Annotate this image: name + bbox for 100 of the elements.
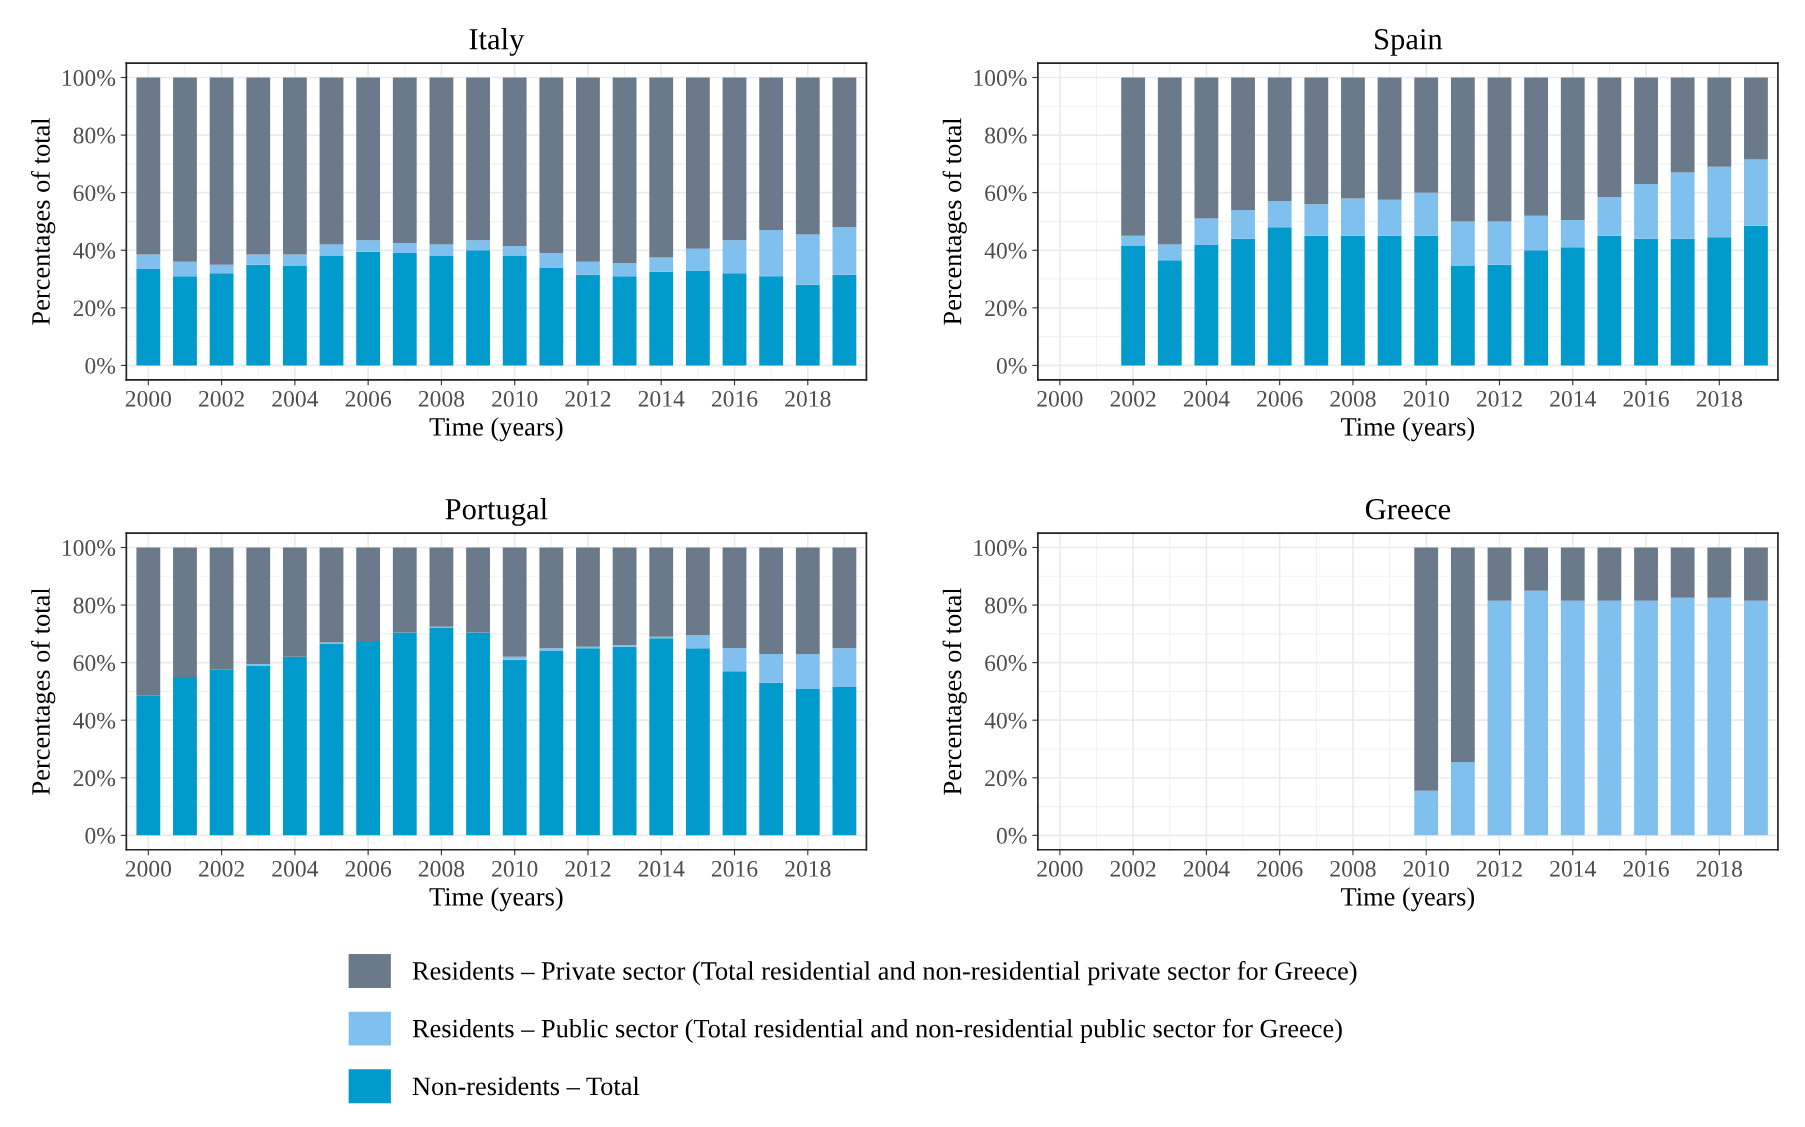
y-tick-label: 0% — [996, 357, 1027, 374]
x-tick-label: 2002 — [199, 860, 244, 877]
y-tick-label: 60% — [73, 185, 116, 202]
bar — [576, 274, 600, 366]
bar — [282, 656, 307, 836]
bar — [1634, 77, 1658, 185]
bar — [356, 77, 381, 241]
bar — [282, 547, 307, 657]
bar — [466, 77, 490, 241]
bar — [1341, 198, 1365, 236]
x-tick-label: 2004 — [1183, 390, 1230, 407]
bar — [1450, 761, 1475, 836]
bar — [759, 276, 784, 366]
bar — [1487, 221, 1512, 265]
bar — [1121, 235, 1146, 246]
x-tick-label: 2008 — [418, 860, 465, 877]
bar — [1707, 166, 1732, 238]
y-tick-label: 80% — [985, 597, 1027, 614]
chart-title: Italy — [469, 28, 525, 56]
bar — [832, 687, 857, 836]
bar — [722, 547, 747, 649]
y-axis-title: Percentages of total — [942, 117, 967, 325]
legend-label: Non-residents – Total — [412, 1076, 640, 1096]
bar — [685, 635, 710, 649]
bar — [392, 632, 417, 836]
bar — [612, 646, 637, 836]
x-tick-label: 2012 — [565, 390, 611, 407]
x-tick-label: 2012 — [565, 860, 611, 877]
bar — [795, 284, 820, 366]
bar — [1121, 245, 1146, 366]
x-tick-label: 2016 — [711, 860, 758, 877]
y-tick-label: 80% — [73, 127, 116, 144]
bar — [1524, 590, 1549, 836]
bar — [1341, 235, 1365, 366]
y-tick-label: 60% — [985, 185, 1027, 202]
bar — [612, 263, 637, 277]
bar — [466, 240, 490, 251]
y-tick-label: 20% — [985, 300, 1027, 317]
y-tick-label: 40% — [984, 712, 1027, 729]
bar — [649, 271, 674, 366]
x-tick-label: 2010 — [492, 860, 538, 877]
bar — [612, 77, 637, 264]
bar — [539, 648, 564, 652]
y-tick-label: 20% — [73, 300, 116, 317]
bar — [319, 77, 344, 245]
bar — [282, 254, 307, 267]
bar — [795, 547, 820, 654]
bar — [1304, 77, 1329, 205]
x-axis-title: Time (years) — [429, 887, 563, 912]
bar — [173, 276, 197, 366]
x-tick-label: 2000 — [125, 390, 172, 407]
bar — [649, 638, 674, 836]
bar — [722, 77, 747, 241]
bar — [1524, 547, 1549, 591]
bar — [1487, 547, 1512, 601]
bar — [832, 227, 857, 275]
x-tick-label: 2010 — [492, 390, 538, 407]
bar — [795, 234, 820, 285]
bar — [576, 648, 600, 836]
x-tick-label: 2000 — [1037, 390, 1083, 407]
bar — [1634, 600, 1658, 836]
bar — [173, 677, 197, 836]
x-tick-label: 2000 — [125, 860, 172, 877]
y-tick-label: 80% — [73, 597, 116, 614]
bar — [832, 77, 857, 228]
bar — [1524, 77, 1549, 216]
bar — [1267, 77, 1292, 202]
bar — [1194, 218, 1219, 245]
bar — [649, 257, 674, 272]
bar — [1634, 184, 1658, 239]
bar — [539, 651, 564, 836]
bar — [759, 230, 784, 277]
y-tick-label: 100% — [62, 70, 116, 87]
y-tick-label: 100% — [974, 539, 1027, 556]
bar — [209, 273, 234, 366]
bar — [1450, 266, 1475, 366]
bar — [1157, 260, 1182, 366]
legend-label: Residents – Public sector (Total residential and non-residential public sector for Greece) — [412, 1018, 1342, 1043]
bar — [173, 547, 197, 678]
x-tick-label: 2008 — [418, 390, 465, 407]
bar — [466, 547, 490, 633]
bar — [759, 77, 784, 231]
bar — [392, 547, 417, 633]
legend-label: Residents – Private sector (Total residential and non-residential private sector for Greece) — [412, 961, 1357, 986]
bar — [356, 641, 381, 836]
bar — [685, 77, 710, 249]
y-tick-label: 0% — [85, 357, 116, 374]
bar — [502, 656, 527, 660]
y-axis-title: Percentages of total — [31, 587, 56, 795]
x-tick-label: 2018 — [1696, 390, 1743, 407]
bar — [1487, 600, 1512, 836]
y-tick-label: 20% — [73, 770, 116, 787]
bar — [576, 261, 600, 275]
x-tick-label: 2004 — [272, 860, 319, 877]
bar — [1377, 235, 1402, 366]
bar — [1744, 225, 1768, 366]
bar — [832, 274, 857, 366]
bar — [392, 77, 417, 244]
bar — [539, 253, 564, 268]
bar — [502, 245, 527, 256]
